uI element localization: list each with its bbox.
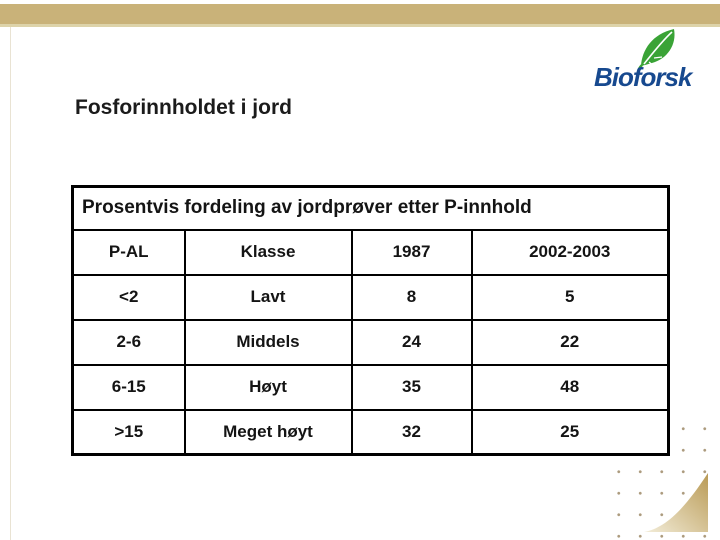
table-cell: Lavt [183,273,353,321]
table-cell: Høyt [183,363,353,411]
table-header-row: P-AL Klasse 1987 2002-2003 [71,228,670,276]
table-cell: 6-15 [71,363,186,411]
col-header-1987: 1987 [350,228,473,276]
table-row-hoyt: 6-15 Høyt 35 48 [71,363,670,411]
col-header-pal: P-AL [71,228,186,276]
logo-wordmark: Bioforsk [594,62,716,93]
leaf-icon [637,29,675,72]
table-cell: Meget høyt [183,408,353,456]
table-cell: <2 [71,273,186,321]
table-cell-highlighted: 32 [350,408,473,456]
table-cell: 22 [470,318,670,366]
corner-wedge [644,473,708,532]
col-header-2002-2003: 2002-2003 [470,228,670,276]
col-header-klasse: Klasse [183,228,353,276]
table-cell: >15 [71,408,186,456]
slide-title: Fosforinnholdet i jord [75,96,292,119]
table-caption: Prosentvis fordeling av jordprøver etter… [71,185,670,231]
table-cell-highlighted: 48 [470,363,670,411]
table-cell: 8 [350,273,473,321]
table-row-lavt: <2 Lavt 8 5 [71,273,670,321]
logo-text-forsk: forsk [632,62,693,92]
top-accent-bar [0,4,720,27]
table-cell: Middels [183,318,353,366]
table-cell-highlighted: 25 [470,408,670,456]
p-content-table: Prosentvis fordeling av jordprøver etter… [71,185,670,456]
logo-text-bio: Bio [594,62,634,92]
table-row-meget-hoyt: >15 Meget høyt 32 25 [71,408,670,456]
table-cell: 2-6 [71,318,186,366]
table-cell: 24 [350,318,473,366]
bioforsk-logo: Bioforsk [594,28,716,94]
table-cell: 5 [470,273,670,321]
left-accent-line [10,27,11,540]
table-cell-highlighted: 35 [350,363,473,411]
table-row-middels: 2-6 Middels 24 22 [71,318,670,366]
